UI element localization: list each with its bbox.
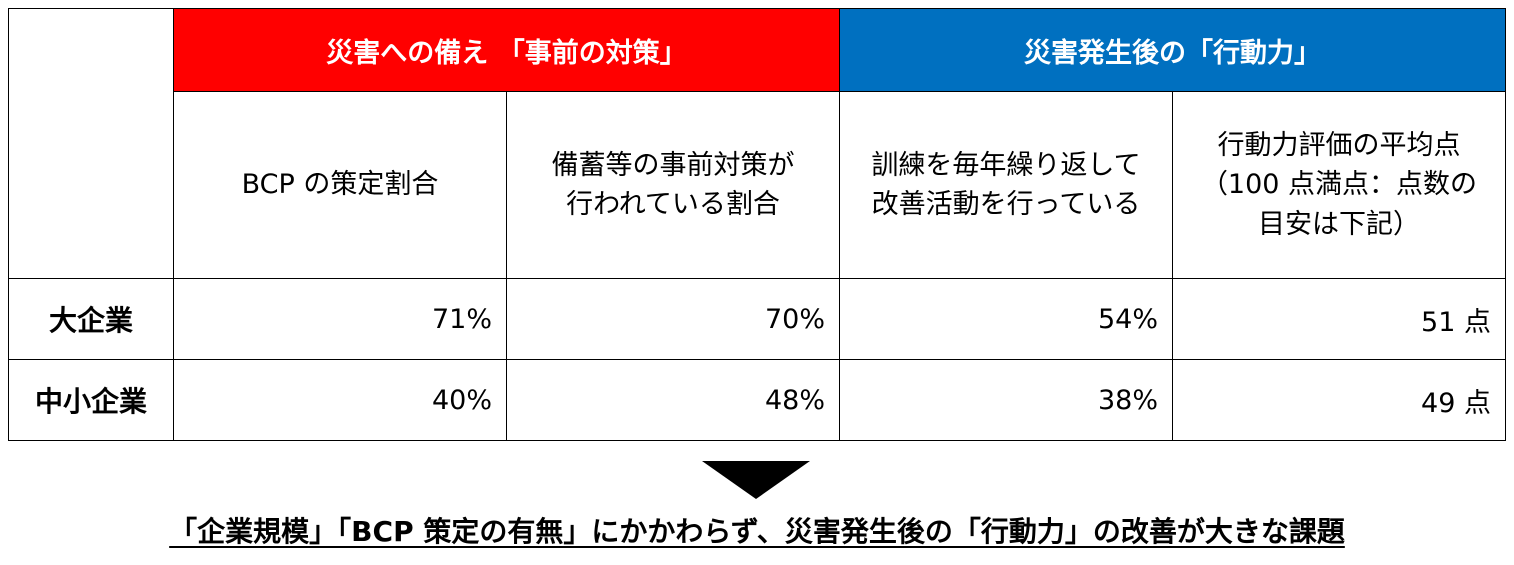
value-sme-bcp: 40%: [173, 359, 507, 441]
conclusion-text: 「企業規模」「BCP 策定の有無」にかかわらず、災害発生後の「行動力」の改善が大…: [169, 515, 1345, 548]
column-header-score-line3: 目安は下記）: [1258, 208, 1420, 240]
group-header-action: 災害発生後の「行動力」: [839, 8, 1506, 92]
down-triangle-icon: [702, 461, 810, 499]
column-header-bcp: BCP の策定割合: [173, 91, 507, 279]
column-header-training-line2: 改善活動を行っている: [871, 189, 1141, 220]
row-label-large: 大企業: [8, 278, 174, 360]
table-row: 中小企業 40% 48% 38% 49 点: [8, 359, 1506, 441]
value-large-stockpile: 70%: [506, 278, 840, 360]
column-header-stockpile-line2: 行われている割合: [566, 189, 780, 220]
value-large-training: 54%: [839, 278, 1173, 360]
value-sme-score: 49 点: [1172, 359, 1506, 441]
survey-comparison-table: 災害への備え 「事前の対策」 災害発生後の「行動力」 BCP の策定割合 備蓄等…: [8, 8, 1506, 441]
column-header-training-line1: 訓練を毎年繰り返して: [871, 149, 1141, 181]
column-header-bcp-text: BCP の策定割合: [241, 169, 439, 201]
column-header-stockpile: 備蓄等の事前対策が 行われている割合: [506, 91, 840, 279]
value-large-score: 51 点: [1172, 278, 1506, 360]
column-header-row: BCP の策定割合 備蓄等の事前対策が 行われている割合 訓練を毎年繰り返して …: [9, 91, 1506, 279]
column-header-score-line2: （100 点満点：点数の: [1200, 169, 1478, 201]
group-header-row: 災害への備え 「事前の対策」 災害発生後の「行動力」: [8, 8, 1506, 279]
value-sme-stockpile: 48%: [506, 359, 840, 441]
column-header-score-line1: 行動力評価の平均点: [1217, 130, 1461, 162]
table-row: 大企業 71% 70% 54% 51 点: [8, 278, 1506, 360]
column-header-stockpile-line1: 備蓄等の事前対策が: [551, 149, 795, 181]
group-header-preparation: 災害への備え 「事前の対策」: [173, 8, 840, 92]
column-header-score: 行動力評価の平均点 （100 点満点：点数の 目安は下記）: [1172, 91, 1506, 279]
value-large-bcp: 71%: [173, 278, 507, 360]
row-label-sme: 中小企業: [8, 359, 174, 441]
column-header-training: 訓練を毎年繰り返して 改善活動を行っている: [839, 91, 1173, 279]
value-sme-training: 38%: [839, 359, 1173, 441]
corner-cell: [8, 8, 174, 279]
